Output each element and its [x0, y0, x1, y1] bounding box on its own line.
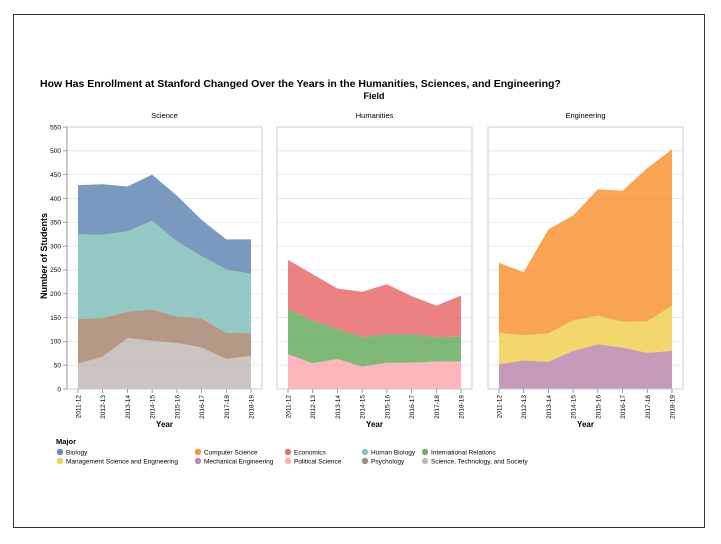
chart-title: How Has Enrollment at Stanford Changed O…	[40, 78, 561, 90]
area-computer-science	[499, 149, 672, 336]
x-tick-label: 2014-15	[360, 395, 367, 419]
legend-title: Major	[56, 437, 76, 446]
legend-label-human-biology: Human Biology	[371, 449, 416, 456]
legend-swatch-biology	[56, 448, 64, 456]
panel-border	[487, 126, 684, 390]
y-tick-label: 50	[54, 362, 62, 369]
x-axis-label: Year	[577, 420, 594, 429]
legend-swatch-management-science-and-engineering	[56, 457, 64, 465]
y-tick-label: 400	[50, 196, 61, 203]
x-tick-label: 2014-15	[150, 395, 157, 419]
x-tick-label: 2016-17	[620, 395, 627, 419]
area-international-relations	[288, 309, 461, 367]
y-tick-label: 250	[50, 267, 61, 274]
x-tick-label: 2012-13	[100, 395, 107, 419]
facet-title: Field	[363, 91, 384, 101]
legend-label-computer-science: Computer Science	[204, 449, 258, 456]
area-biology	[78, 174, 251, 274]
x-tick-label: 2015-16	[384, 395, 391, 419]
y-tick-label: 200	[50, 291, 61, 298]
y-tick-label: 0	[57, 386, 61, 393]
panel-border	[276, 126, 473, 390]
legend-label-science-technology-and-society: Science, Technology, and Society	[431, 458, 528, 465]
x-tick-label: 2016-17	[199, 395, 206, 419]
panel-engineering: Engineering 2011-12 2012-13 2013-14 2014-15 2…	[487, 111, 684, 429]
legend-label-mechanical-engineering: Mechanical Engineering	[204, 458, 274, 465]
legend-label-international-relations: International Relations	[431, 449, 496, 456]
x-tick-label: 2014-15	[571, 395, 578, 419]
x-tick-label: 2012-13	[310, 395, 317, 419]
legend-swatch-mechanical-engineering	[194, 457, 202, 465]
y-tick-label: 100	[50, 339, 61, 346]
panel-science: Science 2011-12 2012-13 2013-14 2014-15 2015-…	[50, 111, 263, 429]
chart-frame	[13, 14, 705, 528]
legend-swatch-human-biology	[361, 448, 369, 456]
y-tick-label: 500	[50, 148, 61, 155]
x-tick-label: 2018-19	[459, 395, 466, 419]
x-tick-label: 2017-18	[645, 395, 652, 419]
x-tick-label: 2015-16	[174, 395, 181, 419]
x-tick-label: 2018-19	[670, 395, 677, 419]
legend: Major Biology Computer Science Economics Hum…	[56, 437, 528, 465]
y-tick-label: 450	[50, 172, 61, 179]
legend-label-economics: Economics	[294, 449, 327, 456]
area-economics	[288, 259, 461, 338]
area-mechanical-engineering	[499, 344, 672, 389]
y-axis-label: Number of Students	[39, 213, 49, 299]
legend-swatch-psychology	[361, 457, 369, 465]
panel-title: Engineering	[565, 111, 605, 120]
panel-title: Humanities	[356, 111, 394, 120]
legend-swatch-computer-science	[194, 448, 202, 456]
legend-label-psychology: Psychology	[371, 458, 405, 465]
x-axis-label: Year	[366, 420, 383, 429]
panel-humanities: Humanities 2011-12 2012-13 2013-14 2014-15 20…	[276, 111, 473, 429]
x-tick-label: 2013-14	[335, 395, 342, 419]
x-tick-label: 2013-14	[546, 395, 553, 419]
x-tick-label: 2012-13	[521, 395, 528, 419]
x-tick-label: 2017-18	[434, 395, 441, 419]
x-tick-label: 2018-19	[249, 395, 256, 419]
legend-swatch-political-science	[284, 457, 292, 465]
x-tick-label: 2015-16	[595, 395, 602, 419]
area-human-biology	[78, 220, 251, 334]
legend-swatch-science-technology-and-society	[421, 457, 429, 465]
x-tick-label: 2011-12	[286, 395, 293, 419]
area-management-science-and-engineering	[499, 305, 672, 365]
y-tick-label: 550	[50, 124, 61, 131]
legend-label-political-science: Political Science	[294, 458, 342, 465]
legend-swatch-economics	[284, 448, 292, 456]
y-tick-label: 350	[50, 220, 61, 227]
area-science-technology-and-society	[78, 338, 251, 389]
x-tick-label: 2011-12	[76, 395, 83, 419]
x-tick-label: 2011-12	[497, 395, 504, 419]
facet-panels: Science 2011-12 2012-13 2013-14 2014-15 2015-…	[50, 111, 684, 429]
x-tick-label: 2013-14	[125, 395, 132, 419]
y-tick-label: 300	[50, 243, 61, 250]
legend-swatch-international-relations	[421, 448, 429, 456]
x-tick-label: 2016-17	[409, 395, 416, 419]
legend-label-biology: Biology	[66, 449, 88, 456]
area-political-science	[288, 354, 461, 389]
x-tick-label: 2017-18	[224, 395, 231, 419]
panel-title: Science	[151, 111, 178, 120]
y-tick-label: 150	[50, 315, 61, 322]
legend-label-management-science-and-engineering: Management Science and Engineering	[66, 458, 178, 465]
x-axis-label: Year	[156, 420, 173, 429]
area-psychology	[78, 309, 251, 364]
